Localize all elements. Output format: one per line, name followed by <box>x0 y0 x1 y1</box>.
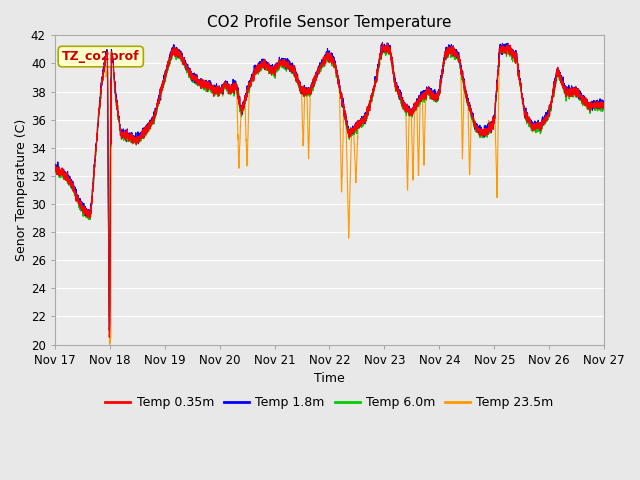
X-axis label: Time: Time <box>314 372 345 385</box>
Y-axis label: Senor Temperature (C): Senor Temperature (C) <box>15 119 28 261</box>
Legend: Temp 0.35m, Temp 1.8m, Temp 6.0m, Temp 23.5m: Temp 0.35m, Temp 1.8m, Temp 6.0m, Temp 2… <box>100 391 559 414</box>
Title: CO2 Profile Sensor Temperature: CO2 Profile Sensor Temperature <box>207 15 452 30</box>
Text: TZ_co2prof: TZ_co2prof <box>62 50 140 63</box>
